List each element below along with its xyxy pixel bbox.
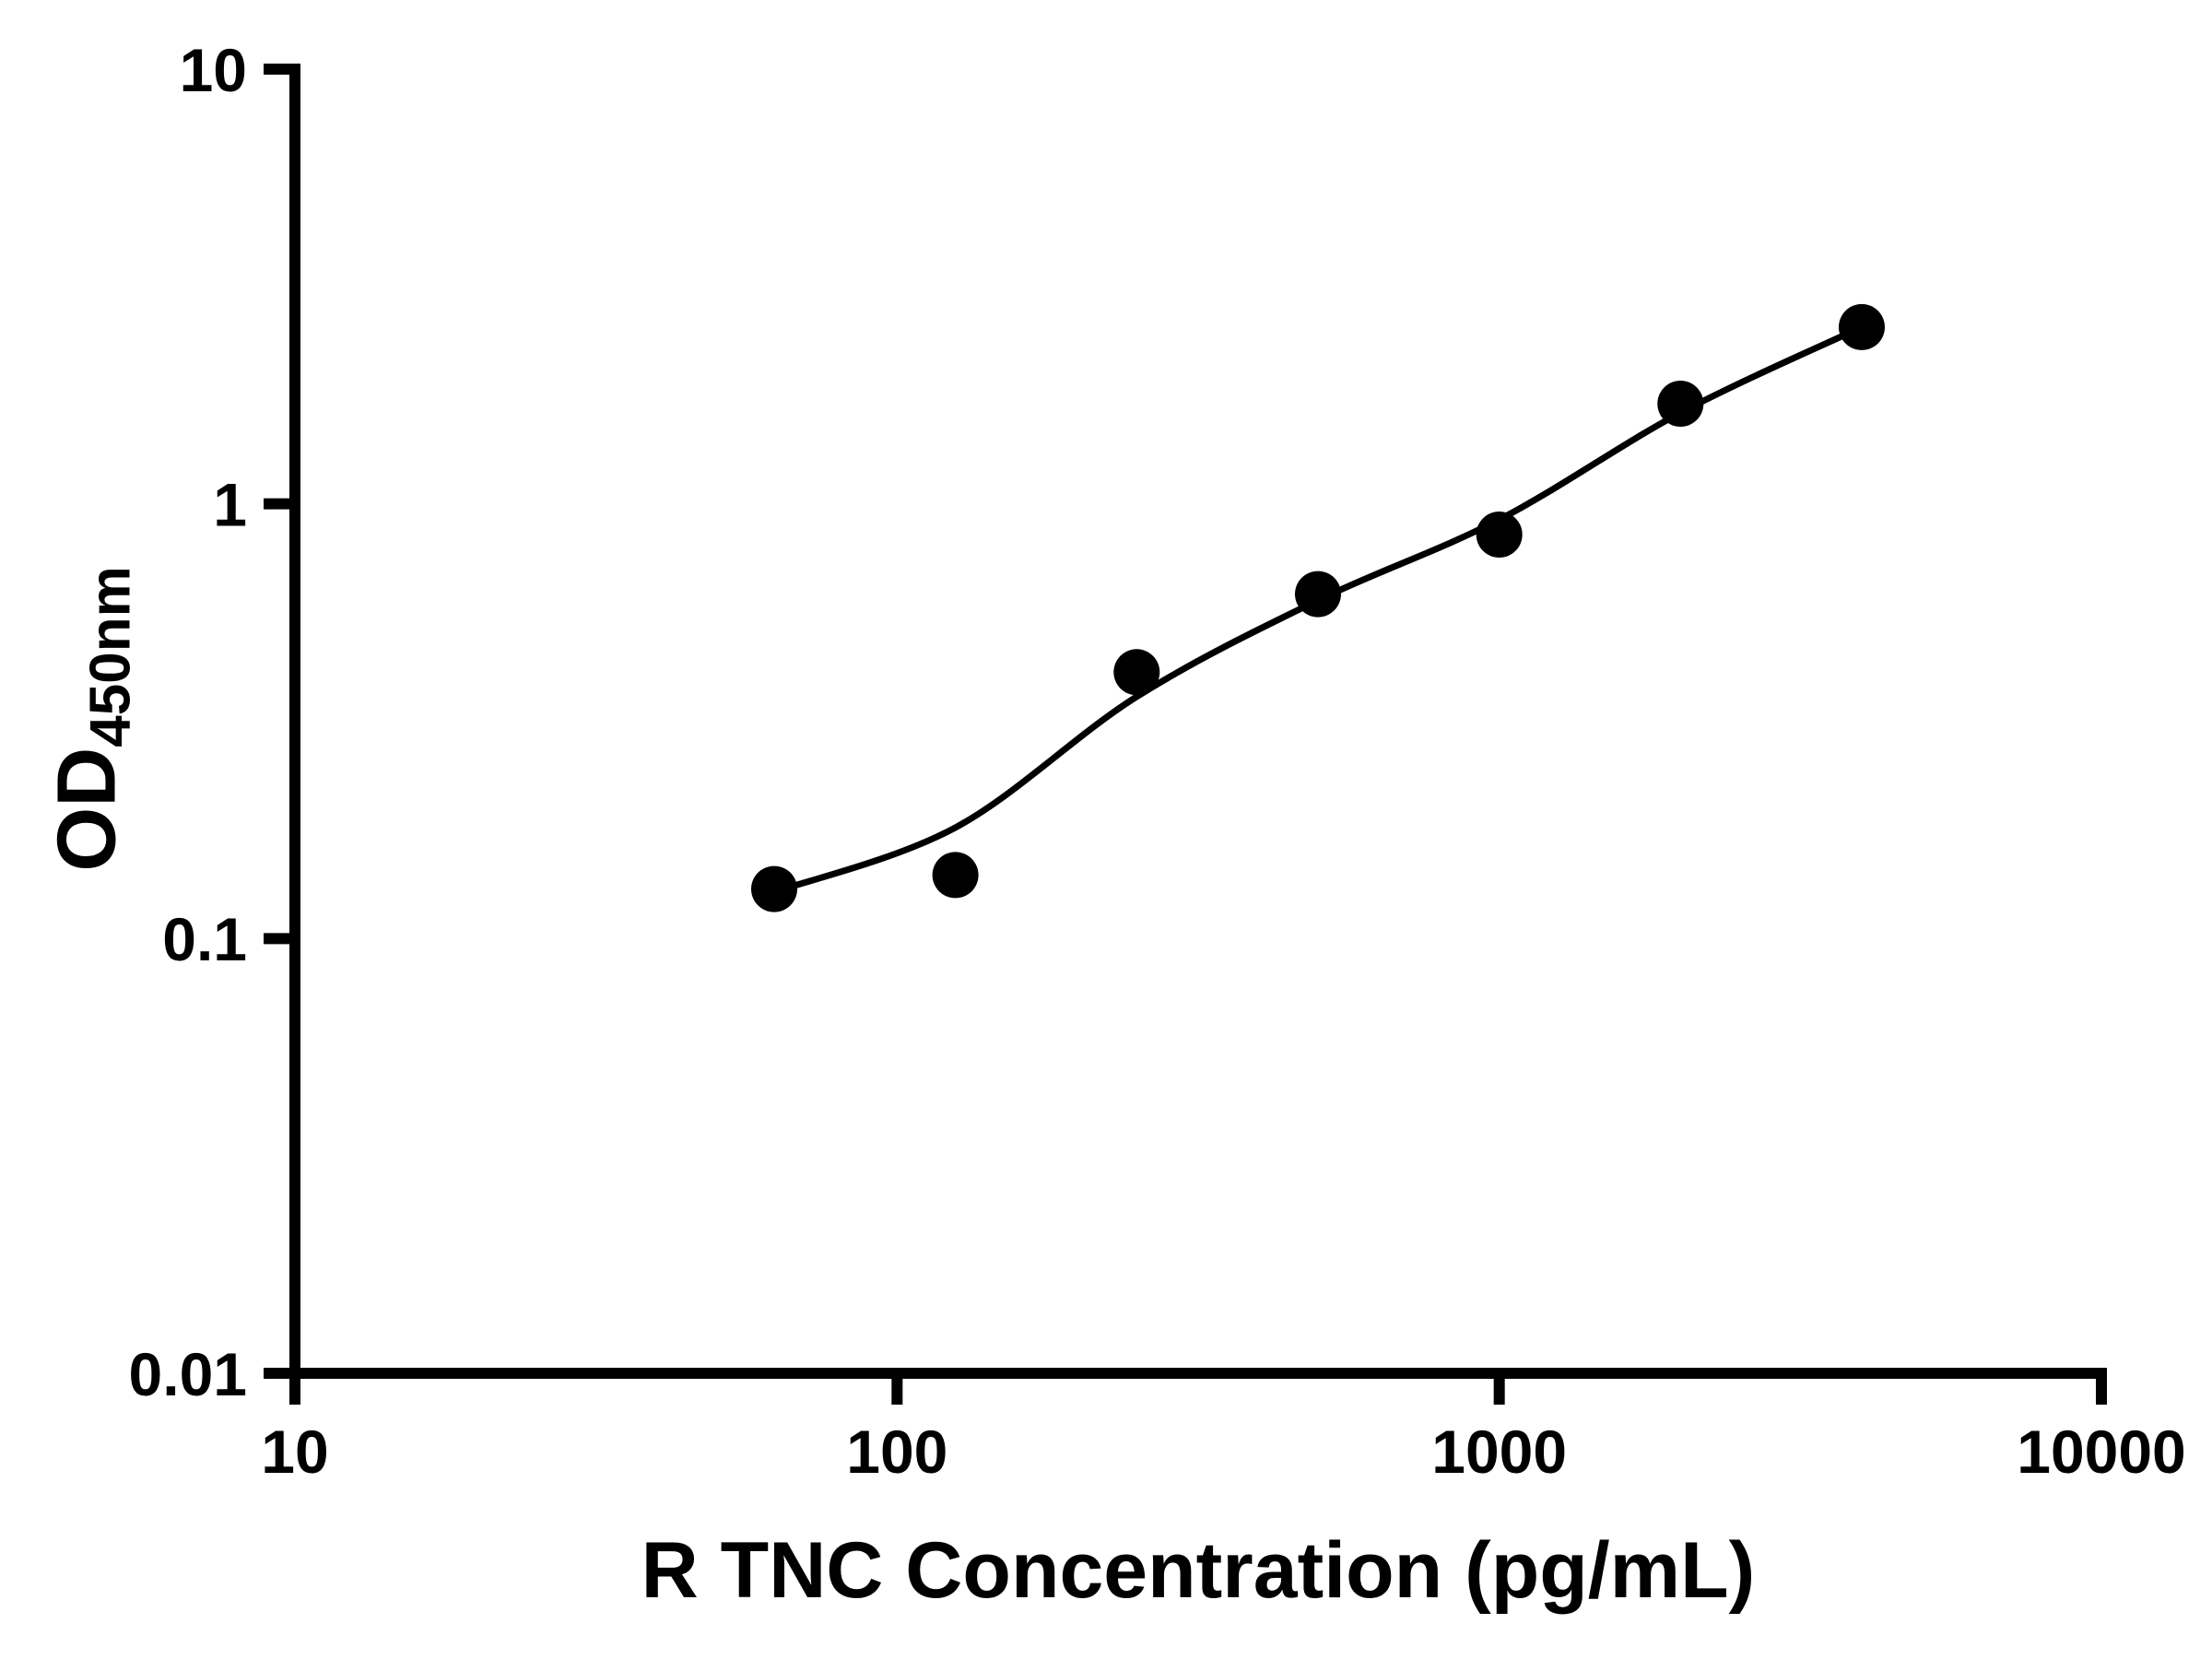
data-point	[1113, 649, 1160, 696]
y-axis-tick-label: 1	[213, 470, 247, 538]
y-axis-title: OD450nm	[41, 566, 143, 872]
x-axis-tick-label: 100	[846, 1418, 947, 1486]
data-point	[1839, 303, 1885, 350]
y-axis-title-main: OD	[41, 747, 134, 872]
axis-line	[289, 64, 2107, 1379]
x-axis-title: R TNC Concentration (pg/mL)	[641, 1526, 1756, 1615]
data-point	[932, 852, 979, 899]
x-axis-tick-label: 10	[261, 1418, 328, 1486]
y-axis-tick-label: 0.1	[162, 905, 247, 973]
x-axis-tick-label: 1000	[1431, 1418, 1567, 1486]
data-point	[1295, 571, 1341, 618]
y-axis-tick-label: 0.01	[129, 1340, 247, 1408]
data-point	[751, 865, 797, 912]
x-axis-tick-label: 10000	[2017, 1418, 2186, 1486]
y-axis-title-subscript: 450nm	[78, 566, 143, 747]
data-point	[1657, 381, 1704, 427]
data-point	[1476, 512, 1523, 558]
y-axis-tick-label: 10	[180, 36, 247, 104]
